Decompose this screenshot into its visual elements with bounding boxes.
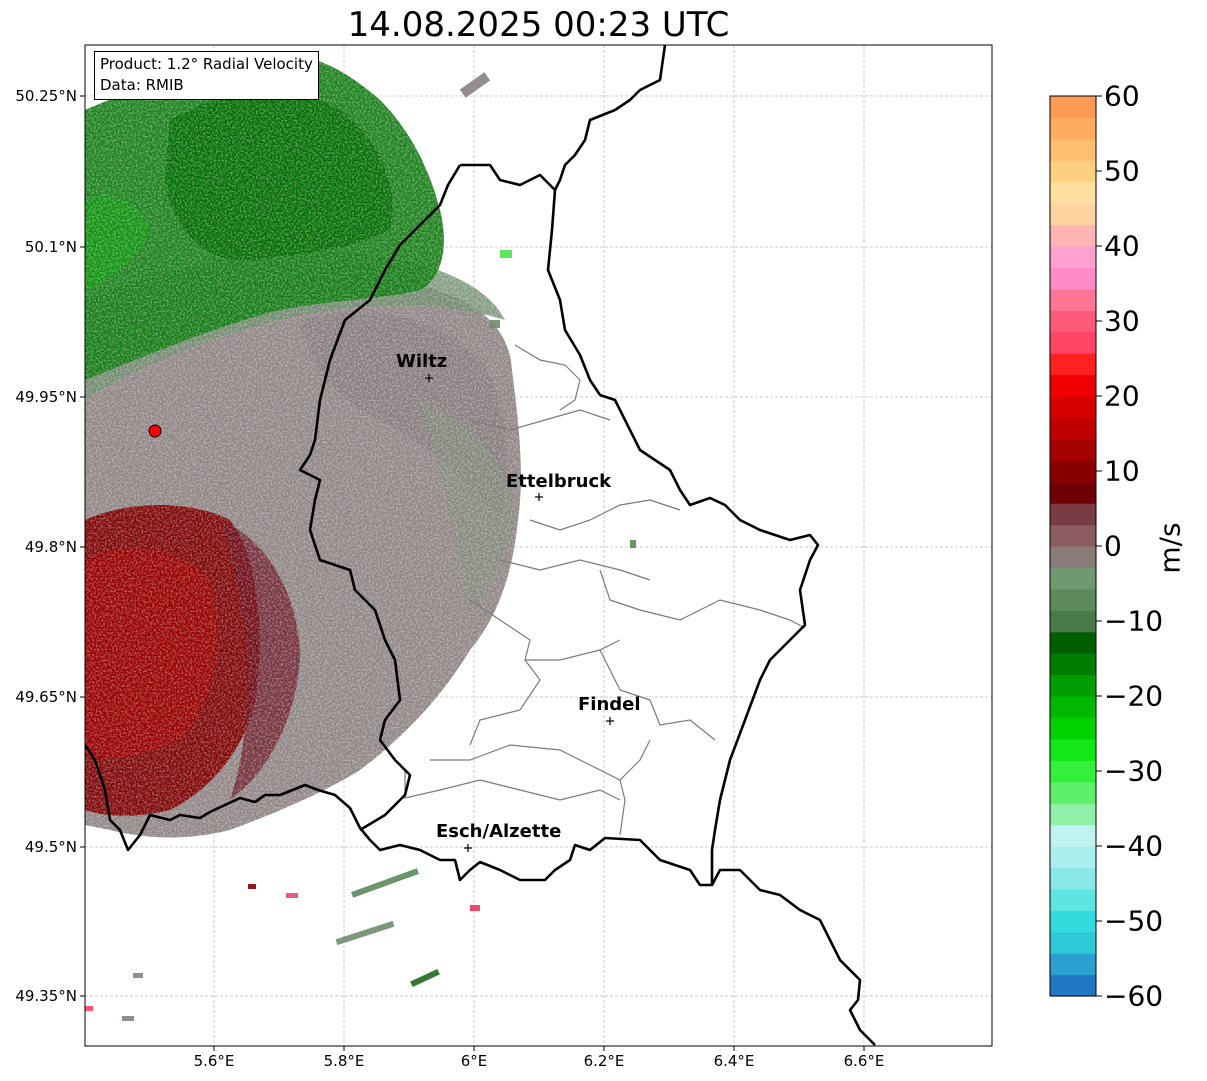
colorbar-segment [1050, 781, 1096, 804]
colorbar-segment [1050, 888, 1096, 911]
colorbar-segment [1050, 931, 1096, 954]
city-label-esch-alzette: Esch/Alzette [436, 821, 562, 842]
colorbar-segment [1050, 117, 1096, 140]
colorbar-segment [1050, 910, 1096, 933]
lon-tick-label: 5.6°E [193, 1052, 235, 1070]
colorbar-segment [1050, 438, 1096, 461]
colorbar-segment [1050, 246, 1096, 269]
colorbar-tick-label: −60 [1104, 979, 1164, 1013]
info-box: Product: 1.2° Radial Velocity Data: RMIB [94, 51, 319, 100]
findel-marker [606, 717, 614, 725]
city-label-findel: Findel [578, 694, 641, 715]
colorbar-segment [1050, 567, 1096, 590]
lon-tick-label: 6.2°E [583, 1052, 625, 1070]
product-label: Product: 1.2° Radial Velocity [100, 55, 313, 73]
lon-tick-label: 6°E [460, 1052, 488, 1070]
colorbar-tick-label: −50 [1104, 904, 1164, 938]
city-label-ettelbruck: Ettelbruck [506, 471, 612, 492]
colorbar-segment [1050, 460, 1096, 483]
lat-tick-label: 49.95°N [15, 388, 77, 406]
map-frame [84, 44, 993, 1047]
colorbar-segment [1050, 653, 1096, 676]
lon-tick-label: 6.6°E [843, 1052, 885, 1070]
lat-tick-label: 49.65°N [15, 688, 77, 706]
colorbar-segment [1050, 631, 1096, 654]
colorbar-segment [1050, 610, 1096, 633]
colorbar-segment [1050, 503, 1096, 526]
colorbar-tick-label: 50 [1104, 154, 1140, 188]
colorbar-tick-label: 0 [1104, 529, 1122, 563]
lat-tick-label: 50.25°N [15, 87, 77, 105]
colorbar-tick-label: 20 [1104, 379, 1140, 413]
germany-border [553, 45, 667, 191]
colorbar-segment [1050, 374, 1096, 397]
velocity-field [85, 45, 636, 1021]
colorbar-tick-label: −10 [1104, 604, 1164, 638]
colorbar-segment [1050, 974, 1096, 997]
colorbar-segment [1050, 331, 1096, 354]
lat-tick-label: 49.35°N [15, 987, 77, 1005]
lon-tick-label: 6.4°E [713, 1052, 755, 1070]
colorbar-segment [1050, 138, 1096, 161]
stray-echoes [85, 72, 636, 1021]
lat-tick-label: 50.1°N [24, 238, 77, 256]
colorbar-segment [1050, 288, 1096, 311]
colorbar-tick-label: 30 [1104, 304, 1140, 338]
colorbar-tick-label: 10 [1104, 454, 1140, 488]
colorbar-segment [1050, 160, 1096, 183]
colorbar-segment [1050, 203, 1096, 226]
colorbar-segment [1050, 803, 1096, 826]
radar-site [148, 424, 162, 438]
radar-site-marker [148, 424, 162, 438]
colorbar-tick-label: −30 [1104, 754, 1164, 788]
canton-boundaries [404, 344, 806, 836]
colorbar-segment [1050, 846, 1096, 869]
colorbar-segment [1050, 867, 1096, 890]
map-title: 14.08.2025 00:23 UTC [347, 5, 730, 45]
colorbar-segment [1050, 524, 1096, 547]
colorbar-segment [1050, 738, 1096, 761]
colorbar-segment [1050, 546, 1096, 569]
ettelbruck-marker [535, 493, 543, 501]
colorbar [1049, 95, 1102, 997]
colorbar-ticks [1096, 95, 1102, 997]
colorbar-segment [1050, 417, 1096, 440]
colorbar-segment [1050, 953, 1096, 976]
colorbar-segment [1050, 181, 1096, 204]
colorbar-unit-label: m/s [1153, 522, 1187, 574]
city-label-wiltz: Wiltz [396, 351, 448, 372]
colorbar-tick-label: 40 [1104, 229, 1140, 263]
colorbar-segment [1050, 588, 1096, 611]
axis-ticks [80, 95, 865, 1051]
lat-tick-label: 49.5°N [24, 838, 77, 856]
esch-alzette-marker [464, 844, 472, 852]
colorbar-segment [1050, 224, 1096, 247]
colorbar-segment [1050, 396, 1096, 419]
colorbar-segment [1050, 96, 1096, 119]
luxembourg-border [85, 163, 820, 887]
colorbar-segments [1050, 96, 1096, 997]
city-markers [425, 374, 614, 852]
wiltz-marker [425, 374, 433, 382]
colorbar-segment [1050, 717, 1096, 740]
colorbar-segment [1050, 267, 1096, 290]
colorbar-tick-label: −40 [1104, 829, 1164, 863]
colorbar-segment [1050, 696, 1096, 719]
colorbar-tick-label: 60 [1104, 79, 1140, 113]
data-source-label: Data: RMIB [100, 76, 184, 94]
colorbar-segment [1050, 674, 1096, 697]
colorbar-segment [1050, 760, 1096, 783]
country-borders [85, 45, 876, 1046]
colorbar-segment [1050, 481, 1096, 504]
colorbar-segment [1050, 824, 1096, 847]
colorbar-tick-label: −20 [1104, 679, 1164, 713]
lon-tick-label: 5.8°E [323, 1052, 365, 1070]
lat-tick-label: 49.8°N [24, 538, 77, 556]
colorbar-segment [1050, 353, 1096, 376]
colorbar-segment [1050, 310, 1096, 333]
